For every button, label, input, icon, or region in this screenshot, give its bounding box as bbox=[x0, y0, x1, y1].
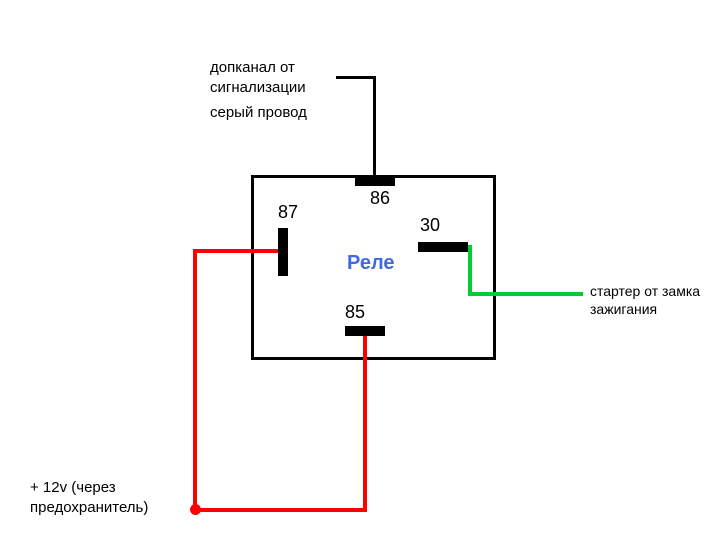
wire-green-h bbox=[468, 292, 583, 296]
wire-top-v bbox=[373, 76, 376, 176]
label-right-line2: зажигания bbox=[590, 300, 700, 318]
label-top: допканал от сигнализации серый провод bbox=[210, 58, 307, 123]
pin-85 bbox=[345, 326, 385, 336]
junction-red bbox=[190, 504, 201, 515]
label-bottom-line1: + 12v (через bbox=[30, 478, 148, 498]
wire-green-v bbox=[468, 245, 472, 295]
pin-30-label: 30 bbox=[420, 215, 440, 236]
pin-87 bbox=[278, 228, 288, 276]
pin-86-label: 86 bbox=[370, 188, 390, 209]
label-right-line1: стартер от замка bbox=[590, 282, 700, 300]
wire-red-2 bbox=[193, 249, 197, 511]
relay-diagram: Реле 86 87 30 85 допканал от сигнализаци… bbox=[0, 0, 724, 550]
wire-red-4 bbox=[363, 336, 367, 512]
pin-30 bbox=[418, 242, 468, 252]
wire-top-h bbox=[336, 76, 376, 79]
relay-label: Реле bbox=[347, 252, 395, 275]
pin-86 bbox=[355, 176, 395, 186]
wire-red-3 bbox=[193, 508, 366, 512]
label-bottom-line2: предохранитель) bbox=[30, 498, 148, 518]
label-bottom: + 12v (через предохранитель) bbox=[30, 478, 148, 517]
label-right: стартер от замка зажигания bbox=[590, 282, 700, 318]
pin-87-label: 87 bbox=[278, 202, 298, 223]
pin-85-label: 85 bbox=[345, 302, 365, 323]
label-top-line2: сигнализации bbox=[210, 78, 307, 98]
wire-red-1 bbox=[193, 249, 278, 253]
label-top-line1: допканал от bbox=[210, 58, 307, 78]
label-top-line3: серый провод bbox=[210, 103, 307, 123]
